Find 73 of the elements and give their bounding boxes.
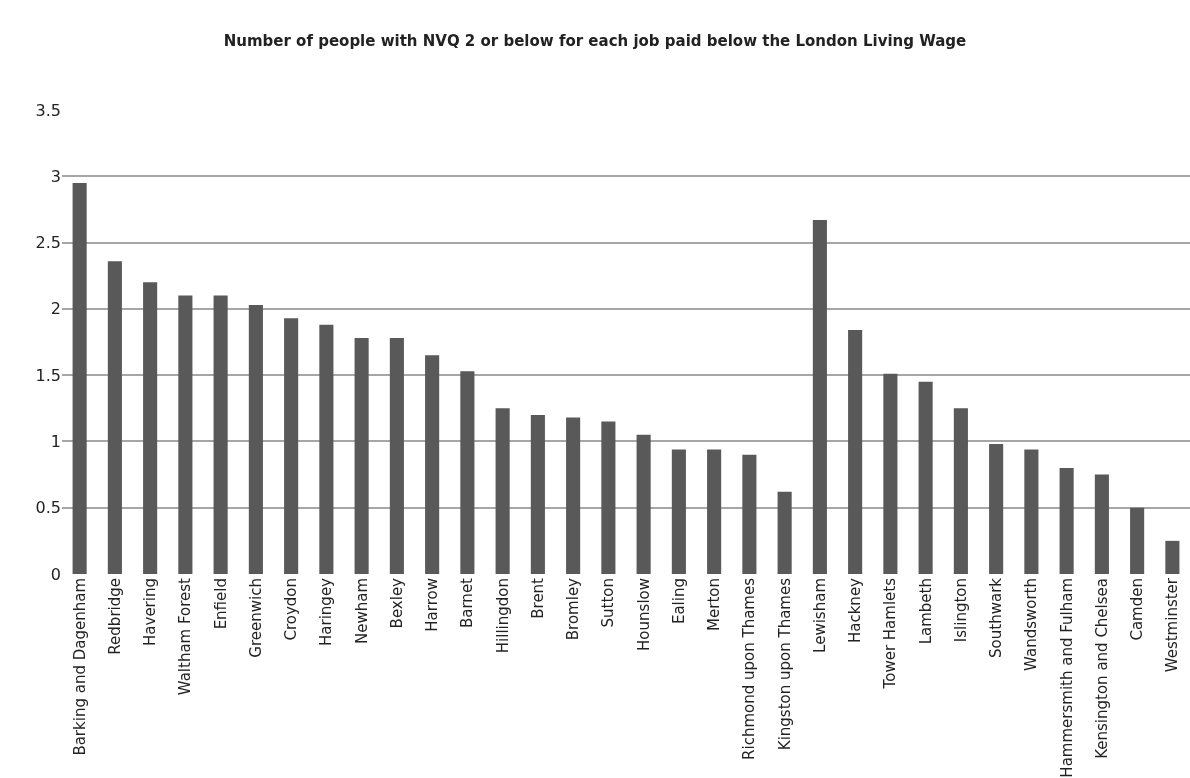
- bar: [213, 295, 228, 574]
- y-tick-label: 0: [50, 564, 61, 584]
- x-tick-label: Greenwich: [246, 578, 265, 658]
- bar: [636, 434, 651, 574]
- bar: [1024, 449, 1039, 574]
- bar: [742, 454, 757, 574]
- x-tick-label: Lambeth: [916, 578, 935, 645]
- y-tick-label: 2.5: [35, 233, 61, 253]
- x-tick-label: Islington: [951, 578, 970, 643]
- bar: [883, 373, 898, 574]
- bar: [530, 414, 545, 574]
- bar: [989, 444, 1004, 574]
- bar: [953, 408, 968, 574]
- bar: [812, 220, 827, 574]
- bar: [143, 282, 158, 574]
- x-tick-label: Waltham Forest: [176, 577, 195, 696]
- bar: [389, 338, 404, 574]
- bar: [777, 491, 792, 574]
- x-tick-label: Wandsworth: [1022, 578, 1041, 671]
- x-tick-label: Kingston upon Thames: [775, 577, 794, 751]
- bar: [425, 355, 440, 574]
- bar: [566, 417, 581, 574]
- chart-title: Number of people with NVQ 2 or below for each job paid below the London Living Wage: [223, 31, 967, 50]
- x-tick-label: Croydon: [282, 578, 301, 641]
- x-tick-label: Barking and Dagenham: [70, 578, 89, 756]
- bar: [1059, 467, 1074, 574]
- bar: [671, 449, 686, 574]
- x-tick-label: Lewisham: [810, 578, 829, 653]
- bar: [107, 261, 122, 574]
- bar: [460, 371, 475, 574]
- x-tick-label: Ealing: [669, 578, 688, 625]
- bar: [495, 408, 510, 574]
- y-tick-label: 1: [50, 432, 61, 452]
- bar: [72, 182, 87, 574]
- x-tick-label: Hammersmith and Fulham: [1057, 578, 1076, 778]
- bar: [1165, 540, 1180, 574]
- x-tick-label: Richmond upon Thames: [740, 577, 759, 760]
- bar: [284, 318, 299, 574]
- x-tick-label: Hillingdon: [493, 578, 512, 654]
- x-tick-label: Newham: [352, 578, 371, 645]
- bar: [707, 449, 722, 574]
- bar: [601, 421, 616, 574]
- x-tick-label: Kensington and Chelsea: [1092, 578, 1111, 759]
- x-tick-label: Merton: [705, 578, 724, 631]
- bar: [248, 304, 263, 574]
- bar: [1130, 507, 1145, 574]
- x-tick-label: Havering: [141, 578, 160, 646]
- y-tick-label: 3.5: [35, 100, 61, 120]
- x-tick-label: Sutton: [599, 578, 618, 628]
- x-tick-label: Barnet: [458, 577, 477, 629]
- x-tick-label: Tower Hamlets: [881, 577, 900, 690]
- x-tick-label: Bromley: [564, 577, 583, 641]
- bar: [319, 324, 334, 574]
- x-tick-label: Brent: [528, 577, 547, 619]
- y-tick-label: 3: [50, 166, 61, 186]
- bar: [848, 330, 863, 574]
- x-tick-label: Hounslow: [634, 578, 653, 651]
- bar: [918, 381, 933, 574]
- y-tick-label: 2: [50, 299, 61, 319]
- x-tick-label: Bexley: [387, 577, 406, 629]
- bar: [178, 295, 193, 574]
- x-tick-label: Harrow: [423, 578, 442, 632]
- x-tick-label: Enfield: [211, 578, 230, 630]
- y-tick-label: 0.5: [35, 498, 61, 518]
- y-tick-label: 1.5: [35, 365, 61, 385]
- x-tick-label: Haringey: [317, 577, 336, 646]
- x-tick-label: Camden: [1128, 578, 1147, 641]
- x-tick-label: Hackney: [846, 577, 865, 644]
- x-tick-label: Redbridge: [105, 578, 124, 655]
- bar: [1094, 474, 1109, 574]
- x-tick-label: Southwark: [987, 577, 1006, 658]
- x-tick-label: Westminster: [1163, 577, 1182, 673]
- bar: [354, 338, 369, 574]
